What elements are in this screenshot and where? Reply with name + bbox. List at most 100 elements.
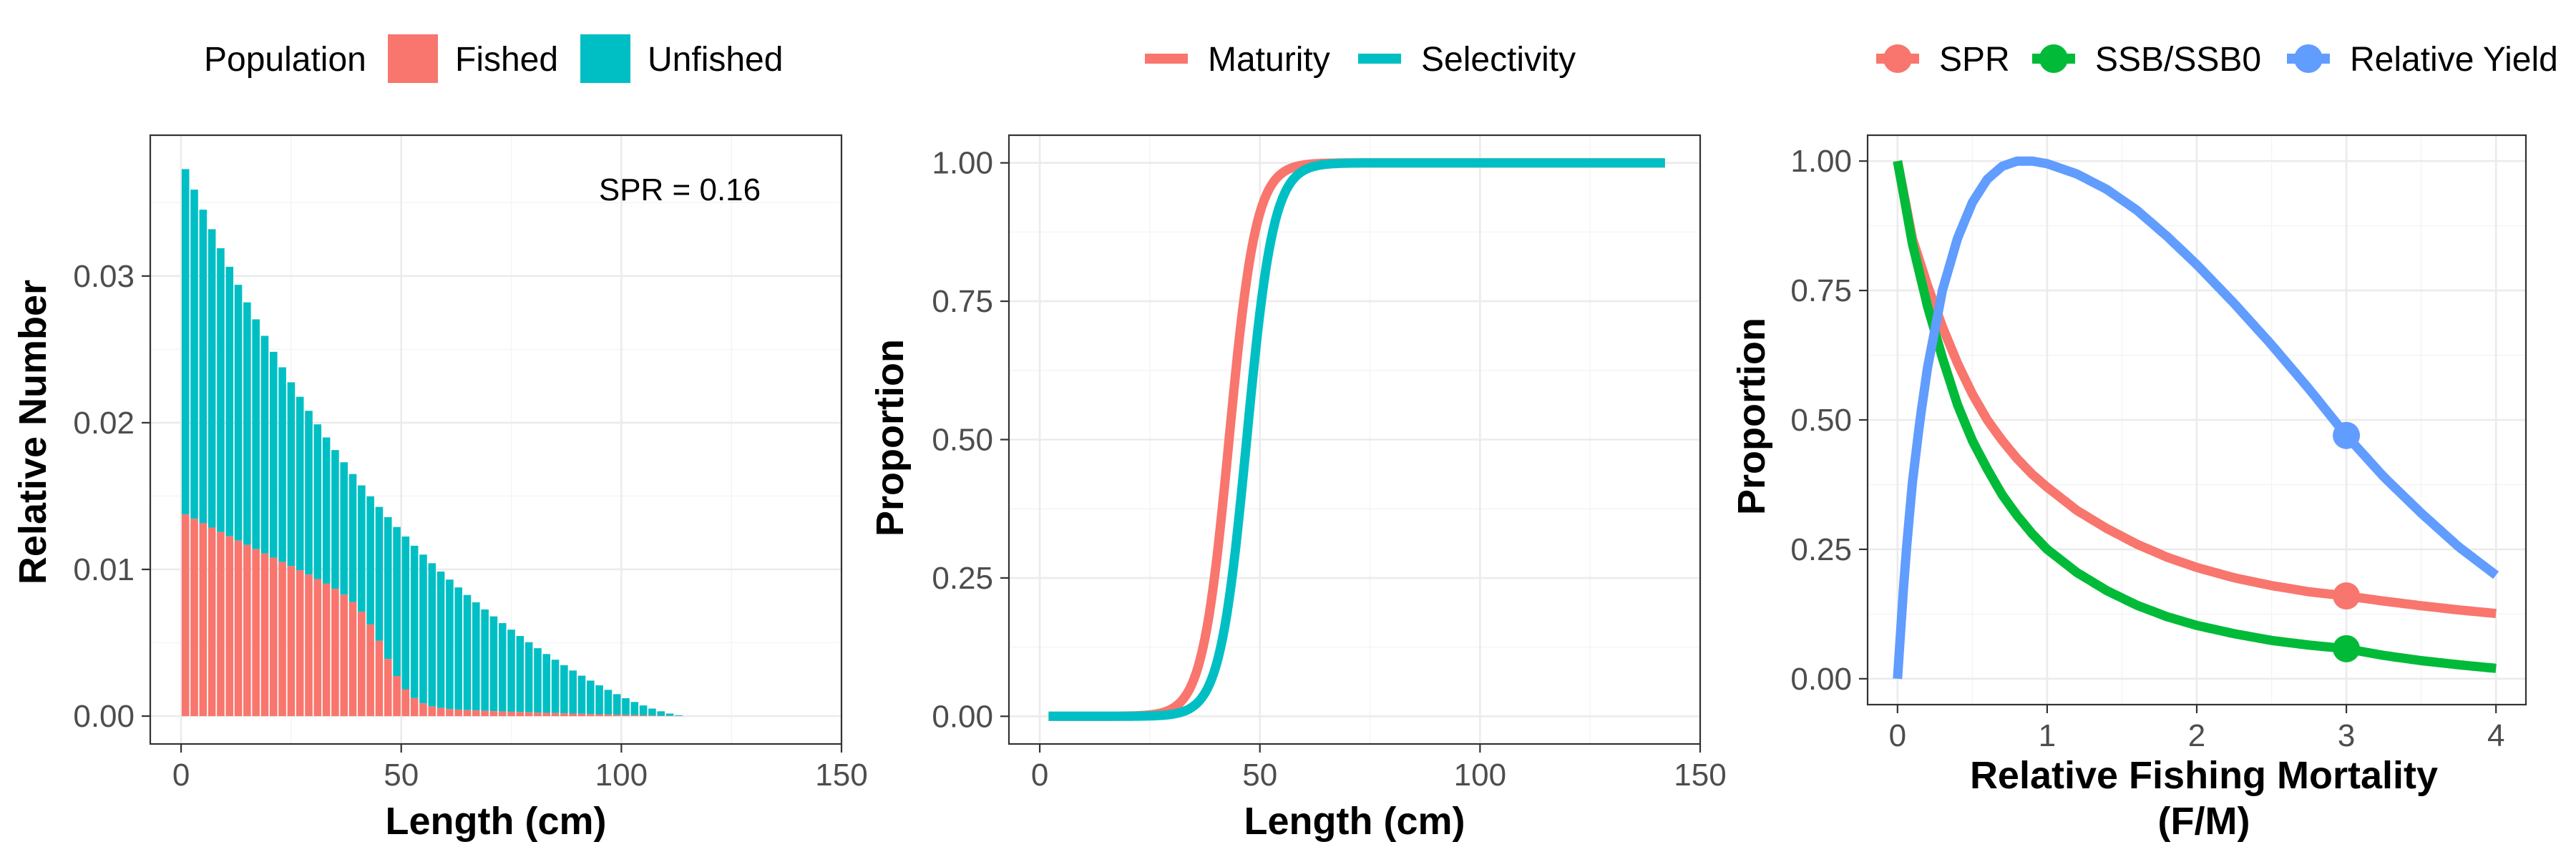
- bar-fished: [631, 715, 639, 716]
- bar-fished: [305, 574, 313, 716]
- panel2-y-axis-title: Proportion: [869, 339, 912, 537]
- panel1-x-axis-title: Length (cm): [386, 800, 607, 843]
- bar-unfished: [622, 698, 630, 715]
- bar-fished: [640, 715, 648, 716]
- bar-fished: [323, 584, 331, 716]
- x-tick-label: 100: [1454, 758, 1506, 793]
- bar-unfished: [235, 285, 243, 541]
- bar-unfished: [534, 648, 542, 712]
- bar-unfished: [472, 602, 480, 710]
- bar-fished: [648, 715, 656, 716]
- bar-fished: [605, 715, 613, 716]
- bar-fished: [419, 703, 427, 716]
- bar-unfished: [182, 169, 190, 514]
- legend-label-maturity: Maturity: [1208, 41, 1330, 79]
- x-tick-label: 3: [2338, 718, 2355, 753]
- bar-unfished: [428, 563, 436, 706]
- bar-unfished: [419, 554, 427, 703]
- bar-unfished: [243, 303, 251, 545]
- bar-fished: [499, 712, 507, 716]
- bar-fished: [534, 712, 542, 716]
- bar-unfished: [499, 623, 507, 711]
- x-tick-label: 0: [1031, 758, 1048, 793]
- bar-fished: [560, 713, 568, 716]
- bar-unfished: [525, 642, 533, 712]
- bar-fished: [446, 709, 454, 716]
- bar-fished: [349, 602, 357, 716]
- bar-fished: [472, 710, 480, 716]
- bar-unfished: [393, 527, 401, 676]
- bar-fished: [517, 712, 525, 716]
- bar-unfished: [261, 336, 269, 553]
- bar-fished: [243, 545, 251, 716]
- x-tick-label: 100: [595, 758, 648, 793]
- y-tick-label: 0.25: [1790, 532, 1852, 567]
- bar-unfished: [507, 630, 515, 712]
- y-tick-label: 0.02: [73, 406, 135, 441]
- bar-unfished: [190, 190, 198, 519]
- bar-fished: [252, 549, 260, 716]
- bar-unfished: [605, 690, 613, 714]
- bar-fished: [314, 579, 322, 716]
- bar-unfished: [454, 587, 462, 710]
- bar-fished: [366, 625, 374, 716]
- legend-label-yield: Relative Yield: [2350, 41, 2558, 79]
- bar-unfished: [560, 665, 568, 713]
- x-tick-label: 150: [815, 758, 867, 793]
- bar-unfished: [402, 537, 410, 690]
- bar-unfished: [305, 411, 313, 574]
- bar-unfished: [481, 609, 489, 711]
- x-tick-label: 1: [2039, 718, 2056, 753]
- legend-title: Population: [204, 41, 366, 79]
- bar-fished: [340, 594, 348, 716]
- y-tick-label: 0.50: [932, 423, 993, 458]
- panel2-x-axis-title: Length (cm): [1244, 800, 1465, 843]
- bar-fished: [454, 710, 462, 716]
- bar-fished: [208, 528, 216, 717]
- legend-label-unfished: Unfished: [648, 41, 783, 79]
- marker-ssb-ssb0: [2333, 635, 2360, 662]
- bar-fished: [376, 641, 384, 716]
- bar-fished: [225, 537, 233, 716]
- bar-unfished: [366, 496, 374, 625]
- legend-label-spr: SPR: [1939, 41, 2010, 79]
- legend-key-unfished: [580, 34, 630, 83]
- bar-fished: [525, 712, 533, 716]
- bar-fished: [613, 715, 621, 716]
- bar-unfished: [490, 617, 498, 712]
- bar-unfished: [666, 713, 674, 715]
- y-tick-label: 1.00: [1790, 144, 1852, 179]
- bar-unfished: [517, 636, 525, 712]
- bar-fished: [578, 714, 586, 716]
- bar-unfished: [437, 572, 445, 708]
- bar-fished: [411, 698, 419, 716]
- bar-unfished: [640, 705, 648, 715]
- bar-unfished: [578, 675, 586, 713]
- bar-unfished: [411, 546, 419, 698]
- bar-fished: [595, 714, 603, 716]
- bar-unfished: [446, 579, 454, 709]
- bar-unfished: [225, 267, 233, 537]
- bar-fished: [235, 541, 243, 716]
- bar-unfished: [358, 486, 366, 612]
- bar-fished: [428, 706, 436, 716]
- plot-area: [182, 169, 683, 716]
- bar-unfished: [208, 229, 216, 527]
- bar-unfished: [657, 711, 665, 715]
- x-tick-label: 2: [2188, 718, 2205, 753]
- legend-panel-2: Maturity Selectivity: [1145, 41, 1576, 79]
- y-tick-label: 0.25: [932, 561, 993, 596]
- y-tick-label: 0.00: [932, 699, 993, 734]
- x-tick-label: 0: [1889, 718, 1906, 753]
- bar-fished: [288, 566, 296, 716]
- bar-fished: [402, 690, 410, 717]
- bar-unfished: [464, 595, 472, 710]
- bar-unfished: [349, 474, 357, 602]
- legend-panel-3: SPR SSB/SSB0 Relative Yield: [1876, 41, 2558, 79]
- y-tick-label: 0.50: [1790, 403, 1852, 438]
- bar-fished: [278, 562, 286, 716]
